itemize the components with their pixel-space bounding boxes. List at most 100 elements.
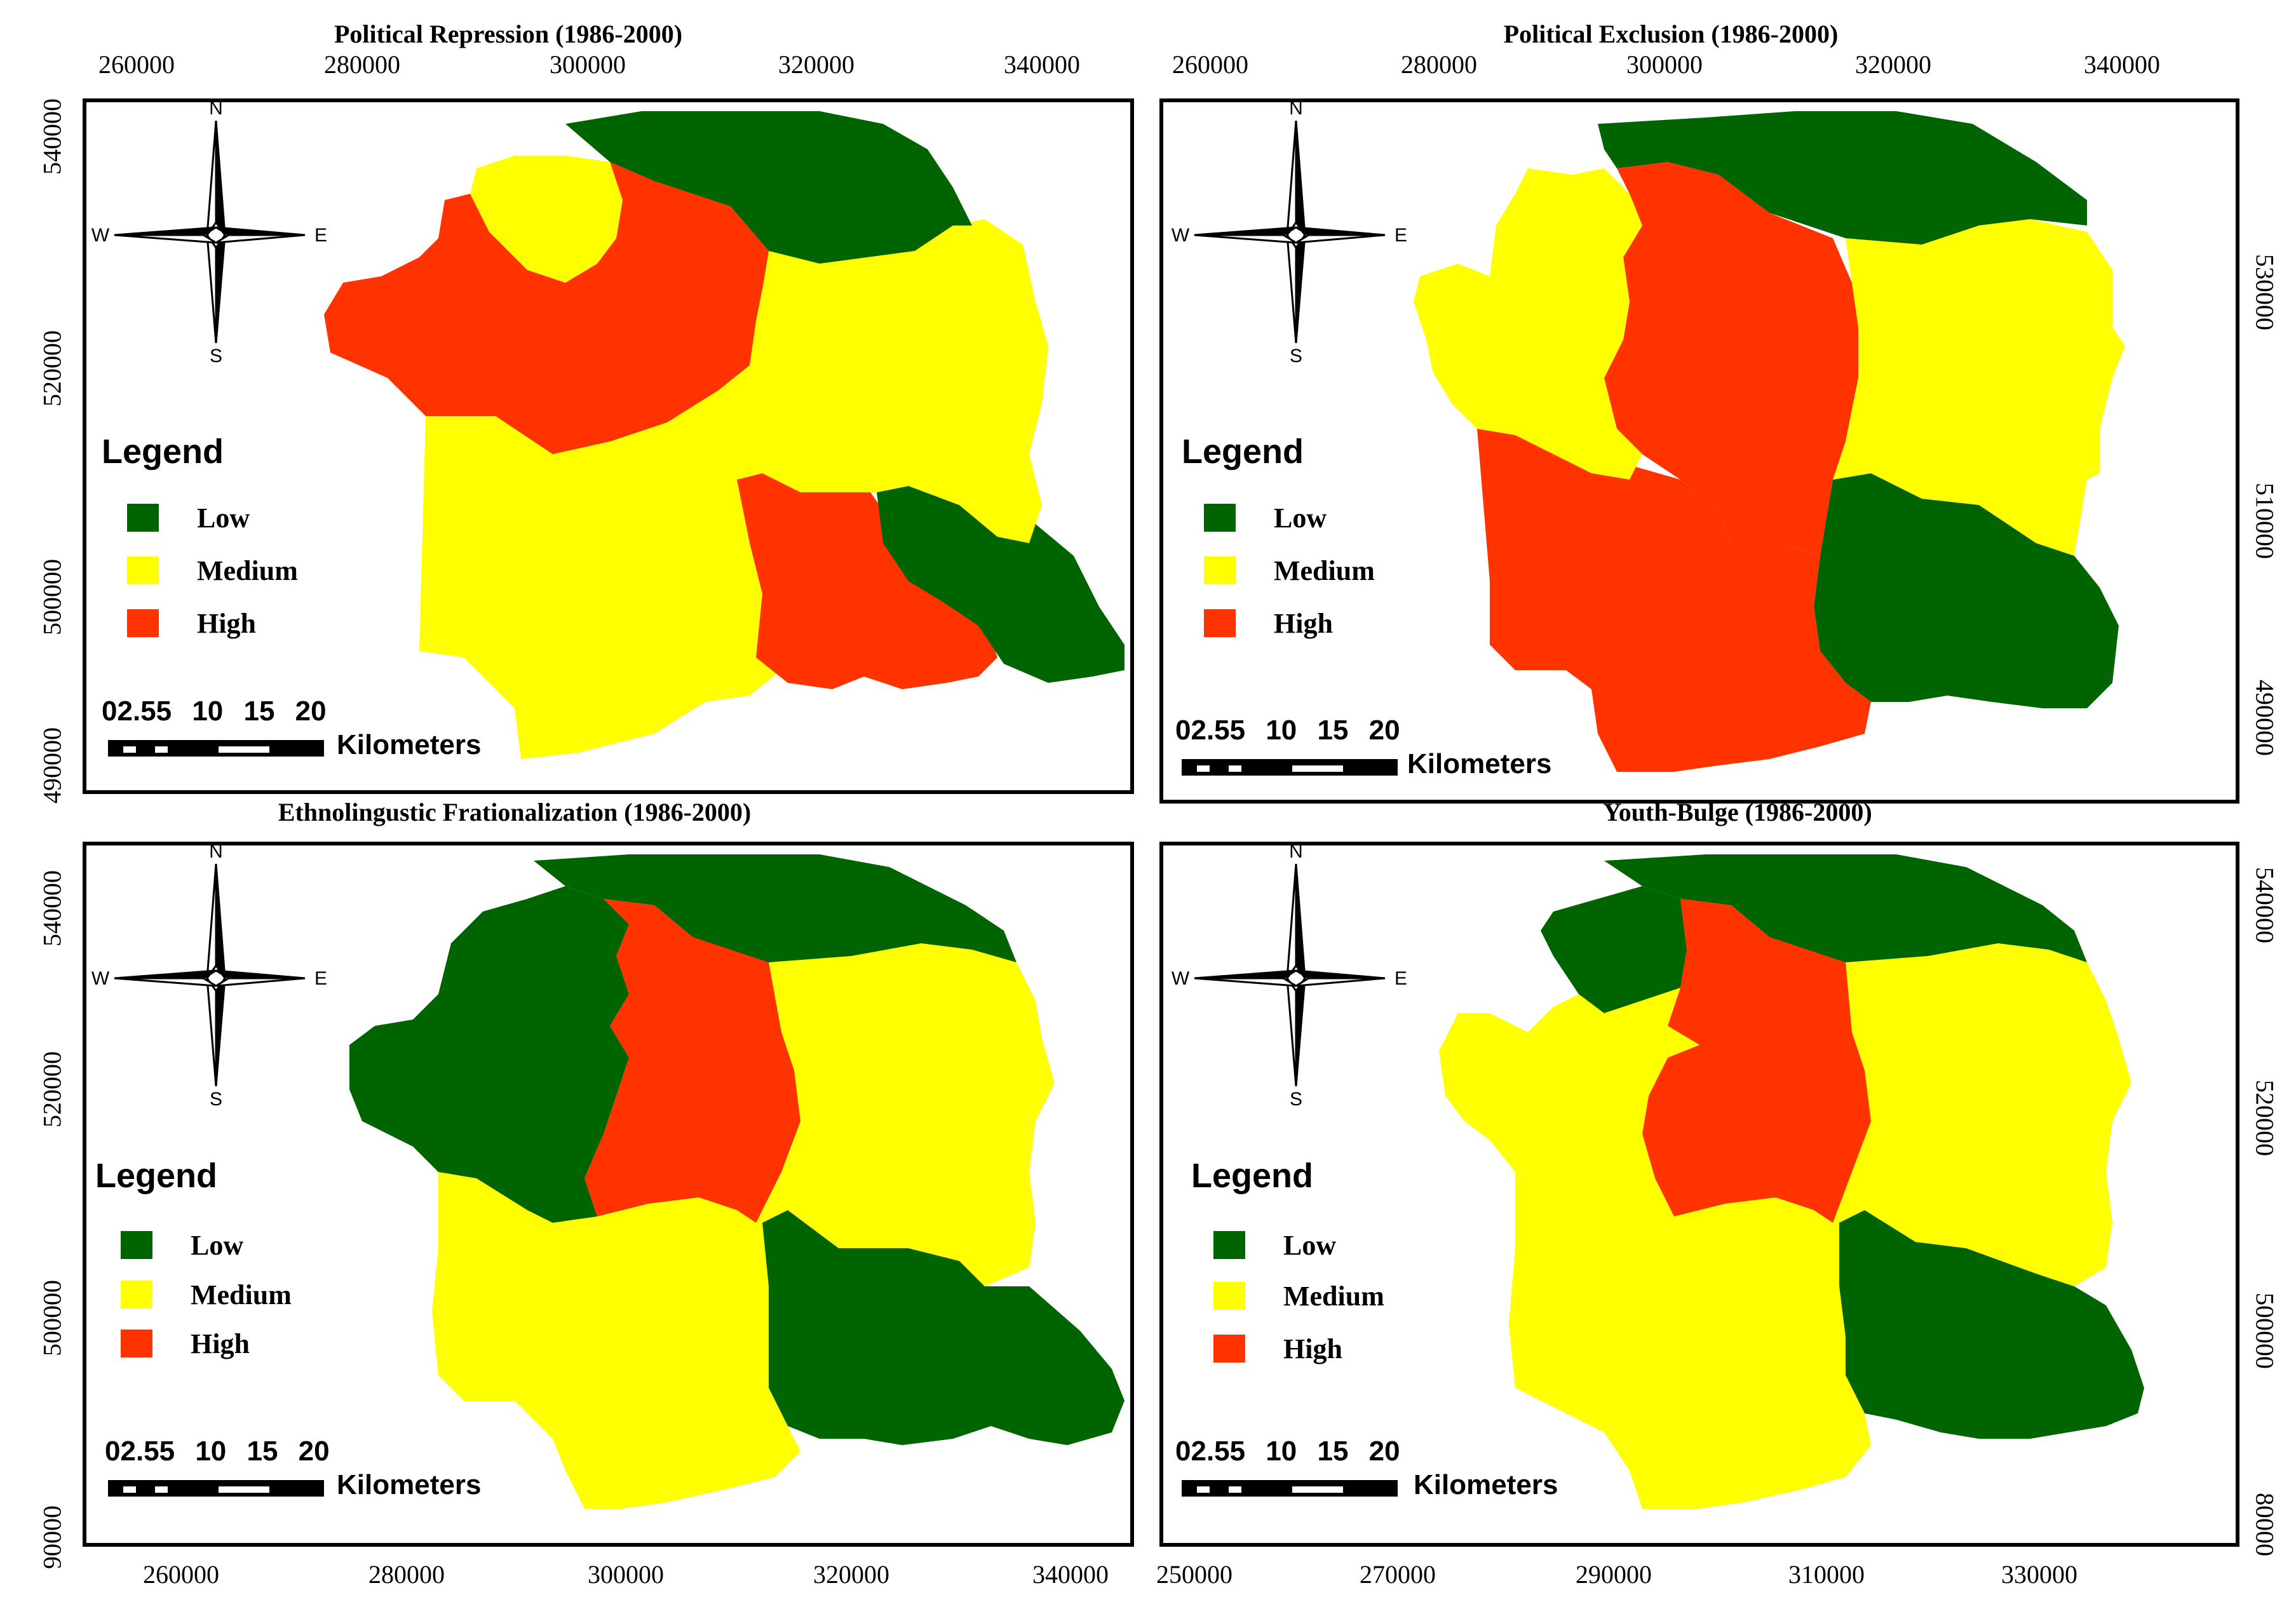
legend-title: Legend [1191, 1157, 1314, 1195]
region-west [1439, 988, 1699, 1223]
x-tick-label: 340000 [1004, 50, 1080, 79]
legend-title: Legend [102, 433, 224, 471]
legend-swatch [127, 556, 159, 584]
region-east [1833, 943, 2131, 1286]
compass-point [1194, 234, 1297, 244]
compass-point [215, 977, 306, 987]
region-east [1833, 219, 2125, 556]
compass-point [1295, 234, 1386, 244]
compass-point [215, 863, 226, 982]
compass-label-w: W [1172, 968, 1190, 989]
x-tick-label: 260000 [143, 1560, 219, 1589]
region-southeast [756, 1210, 1124, 1445]
region-center [1604, 162, 1858, 556]
compass-label-n: N [209, 845, 223, 862]
compass-label-w: W [91, 968, 110, 989]
x-tick-label: 320000 [778, 50, 854, 79]
compass-point [1286, 231, 1297, 344]
y-tick-label: 80000 [2250, 1493, 2279, 1556]
compass-point [206, 974, 217, 1087]
legend-item-high: High [127, 607, 256, 639]
compass-label-n: N [1289, 845, 1303, 862]
legend-swatch [1213, 1335, 1245, 1363]
y-tick-label: 540000 [37, 98, 67, 175]
x-tick-label: 290000 [1576, 1560, 1652, 1589]
region-southwest [419, 416, 781, 759]
y-tick-label: 520000 [37, 330, 67, 407]
compass-label-s: S [1290, 346, 1302, 367]
scale-numbers: 02.55 10 15 20 [105, 1436, 330, 1467]
region-west [1414, 168, 1642, 480]
choropleth-map [1414, 111, 2125, 772]
scale-unit: Kilometers [1414, 1469, 1558, 1500]
legend-swatch [121, 1231, 152, 1259]
compass-point [1295, 231, 1306, 344]
legend-item-medium: Medium [127, 555, 298, 586]
x-tick-label: 280000 [368, 1560, 445, 1589]
compass-point [215, 974, 226, 1087]
compass-label-e: E [1394, 225, 1407, 246]
compass-point [215, 969, 306, 980]
legend-swatch [1204, 609, 1236, 637]
region-center-east [616, 194, 1048, 543]
scale-unit: Kilometers [337, 1469, 482, 1500]
x-tick-label: 280000 [324, 50, 400, 79]
x-tick-label: 310000 [1788, 1560, 1865, 1589]
compass-point [215, 226, 306, 236]
y-tick-label: 500000 [37, 1280, 67, 1356]
scale-unit: Kilometers [337, 729, 482, 760]
north-arrow: N S W E [89, 841, 330, 1112]
compass-label-n: N [209, 102, 223, 119]
compass-point [1295, 863, 1306, 982]
compass-label-w: W [1172, 225, 1190, 246]
region-center [584, 899, 800, 1223]
compass-point [114, 969, 217, 980]
compass-point [1194, 969, 1297, 980]
compass-point [114, 234, 217, 244]
scale-numbers: 02.55 10 15 20 [1175, 1436, 1400, 1467]
scale-bar [1182, 759, 1398, 776]
y-tick-label: 530000 [2250, 254, 2279, 330]
compass-point [215, 234, 306, 244]
y-tick-label: 520000 [37, 1051, 67, 1128]
x-tick-label: 300000 [588, 1560, 664, 1589]
compass-point [1286, 120, 1297, 239]
panel-title: Youth-Bulge (1986-2000) [1603, 798, 1872, 826]
legend-swatch [127, 609, 159, 637]
region-southeast [877, 486, 1124, 683]
compass-point [1295, 969, 1386, 980]
legend-item-low: Low [1204, 502, 1327, 534]
compass-point [215, 231, 226, 344]
scale-numbers: 02.55 10 15 20 [102, 696, 327, 727]
y-tick-label: 90000 [37, 1505, 67, 1569]
legend-swatch [1213, 1231, 1245, 1259]
region-north [565, 111, 972, 264]
y-tick-label: 490000 [2250, 680, 2279, 756]
legend-item-high: High [121, 1328, 250, 1359]
region-nw-arm [324, 162, 769, 454]
compass-label-w: W [91, 225, 110, 246]
region-north [1598, 111, 2087, 245]
compass-point [206, 863, 217, 982]
legend-item-low: Low [121, 1229, 243, 1261]
legend-item-low: Low [127, 502, 250, 534]
legend-swatch [127, 504, 159, 532]
x-tick-label: 250000 [1156, 1560, 1232, 1589]
legend-swatch [121, 1330, 152, 1357]
x-tick-label: 320000 [1855, 50, 1931, 79]
legend-item-medium: Medium [121, 1279, 292, 1310]
compass-point [1286, 974, 1297, 1087]
legend-item-high: High [1204, 607, 1333, 639]
region-southeast [1814, 473, 2119, 708]
x-tick-label: 260000 [98, 50, 175, 79]
compass-label-e: E [1394, 968, 1407, 989]
scale-unit: Kilometers [1407, 748, 1552, 779]
legend-item-medium: Medium [1204, 555, 1375, 586]
compass-point [206, 120, 217, 239]
north-arrow: N S W E [1169, 841, 1410, 1112]
legend-title: Legend [95, 1157, 218, 1195]
choropleth-map [1439, 854, 2144, 1509]
compass-point [1194, 977, 1297, 987]
region-north [534, 854, 1016, 962]
compass-point [1286, 863, 1297, 982]
